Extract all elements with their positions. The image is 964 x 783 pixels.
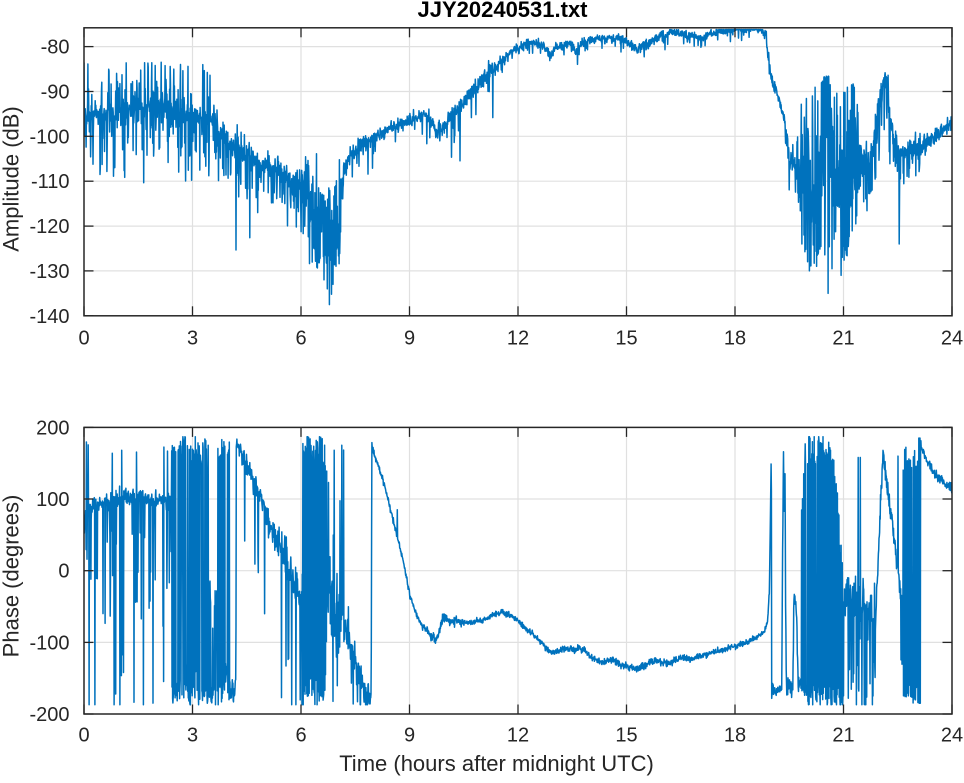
svg-text:18: 18 bbox=[724, 725, 746, 747]
svg-text:JJY20240531.txt: JJY20240531.txt bbox=[417, 0, 588, 22]
svg-text:18: 18 bbox=[724, 328, 746, 350]
svg-text:12: 12 bbox=[507, 328, 529, 350]
svg-text:-120: -120 bbox=[29, 216, 69, 238]
svg-text:200: 200 bbox=[36, 417, 69, 439]
svg-text:15: 15 bbox=[615, 725, 637, 747]
svg-text:-140: -140 bbox=[29, 306, 69, 328]
svg-text:0: 0 bbox=[58, 561, 69, 583]
svg-text:12: 12 bbox=[507, 725, 529, 747]
svg-text:-130: -130 bbox=[29, 261, 69, 283]
svg-text:21: 21 bbox=[832, 328, 854, 350]
svg-text:Amplitude (dB): Amplitude (dB) bbox=[0, 106, 24, 252]
svg-text:24: 24 bbox=[941, 328, 963, 350]
svg-text:100: 100 bbox=[36, 489, 69, 511]
svg-text:21: 21 bbox=[832, 725, 854, 747]
svg-text:-100: -100 bbox=[29, 632, 69, 654]
svg-text:3: 3 bbox=[187, 725, 198, 747]
svg-text:3: 3 bbox=[187, 328, 198, 350]
svg-text:-110: -110 bbox=[31, 171, 70, 193]
svg-text:24: 24 bbox=[941, 725, 963, 747]
svg-text:15: 15 bbox=[615, 328, 637, 350]
svg-text:Phase (degrees): Phase (degrees) bbox=[0, 495, 24, 658]
svg-text:-200: -200 bbox=[29, 704, 69, 726]
svg-text:0: 0 bbox=[78, 328, 89, 350]
svg-text:Time (hours after midnight UTC: Time (hours after midnight UTC) bbox=[339, 751, 654, 776]
svg-text:-90: -90 bbox=[41, 82, 70, 104]
svg-text:6: 6 bbox=[295, 328, 306, 350]
svg-text:0: 0 bbox=[78, 725, 89, 747]
svg-text:9: 9 bbox=[404, 328, 415, 350]
svg-text:6: 6 bbox=[295, 725, 306, 747]
svg-text:9: 9 bbox=[404, 725, 415, 747]
svg-text:-80: -80 bbox=[41, 37, 70, 59]
svg-text:-100: -100 bbox=[29, 126, 69, 148]
